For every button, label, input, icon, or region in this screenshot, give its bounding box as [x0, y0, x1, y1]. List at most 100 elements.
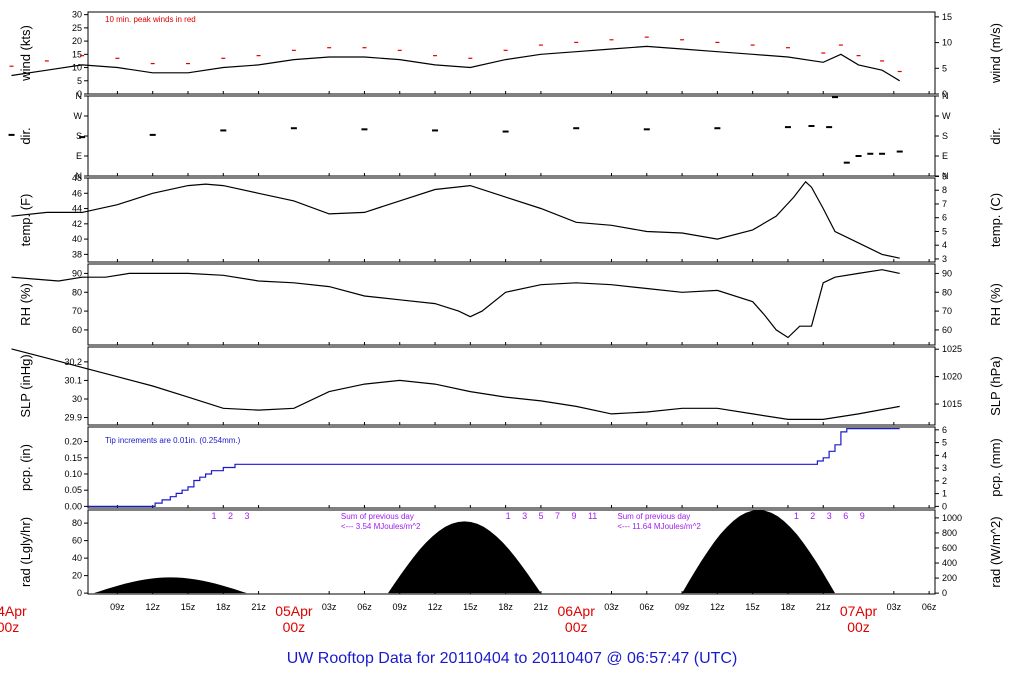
dir-ytick-label-left: N: [76, 91, 83, 101]
pcp-ytick-label-left: 0.10: [64, 469, 82, 479]
rad-ytick-label-right: 1000: [942, 513, 962, 523]
slp-ytick-label-left: 30.1: [64, 375, 82, 385]
rh-ytick-label-right: 70: [942, 306, 952, 316]
wind-ylabel-left: wind (kts): [18, 25, 33, 82]
x-day-label-hour: 00z: [565, 619, 588, 635]
x-tick-label: 15z: [745, 602, 760, 612]
pcp-ytick-label-left: 0.05: [64, 485, 82, 495]
temp-ylabel-left: temp. (F): [18, 194, 33, 247]
pcp-panel-frame: [87, 426, 936, 509]
rad-solar-hours-day3: 6: [843, 511, 848, 521]
pcp-ytick-label-right: 4: [942, 450, 947, 460]
dir-ytick-label-right: E: [942, 151, 948, 161]
rh-ytick-label-left: 80: [72, 287, 82, 297]
temp-ytick-label-right: 5: [942, 226, 947, 236]
wind-ytick-label-left: 20: [72, 36, 82, 46]
pcp-ytick-label-right: 1: [942, 489, 947, 499]
dir-ytick-label-left: E: [76, 151, 82, 161]
temp-ytick-label-left: 48: [72, 173, 82, 183]
x-tick-label: 06z: [640, 602, 655, 612]
dir-point: [896, 150, 903, 153]
wind-ytick-label-left: 0: [77, 89, 82, 99]
temp-ytick-label-left: 46: [72, 188, 82, 198]
wind-series-line: [11, 45, 901, 82]
rad-day-area-1: [93, 577, 247, 594]
wind-ytick-label-left: 25: [72, 23, 82, 33]
x-tick-label: 03z: [604, 602, 619, 612]
dir-point: [502, 130, 509, 133]
rh-ylabel-right: RH (%): [988, 283, 1003, 326]
wind-ytick-label-left: 15: [72, 49, 82, 59]
pcp-ylabel-left: pcp. (in): [18, 444, 33, 491]
dir-panel-frame: [87, 95, 936, 177]
rad-solar-hours-day2: 7: [555, 511, 560, 521]
x-day-label: 05Apr: [275, 603, 313, 619]
dir-ytick-label-right: N: [942, 91, 949, 101]
wind-ytick-label-right: 5: [942, 63, 947, 73]
wind-ytick-label-right: 15: [942, 12, 952, 22]
x-tick-label: 06z: [357, 602, 372, 612]
temp-ytick-label-right: 8: [942, 185, 947, 195]
x-tick-label: 06z: [922, 602, 937, 612]
dir-point: [826, 126, 833, 129]
x-tick-label: 12z: [710, 602, 725, 612]
temp-series-line: [11, 180, 900, 259]
rh-ytick-label-left: 70: [72, 306, 82, 316]
rad-solar-hours-day3: 1: [794, 511, 799, 521]
rh-series-line: [11, 269, 900, 339]
dir-point: [643, 128, 650, 131]
dir-point: [808, 125, 815, 127]
x-tick-label: 21z: [251, 602, 266, 612]
slp-ytick-label-right: 1020: [942, 372, 962, 382]
rh-ytick-label-right: 90: [942, 268, 952, 278]
dir-point: [361, 128, 368, 131]
temp-ytick-label-left: 42: [72, 219, 82, 229]
pcp-annotation: Tip increments are 0.01in. (0.254mm.): [105, 436, 241, 445]
wind-ytick-label-right: 10: [942, 38, 952, 48]
x-tick-label: 18z: [498, 602, 513, 612]
wind-panel-frame: [87, 11, 936, 95]
dir-point: [8, 133, 15, 136]
dir-point: [784, 126, 791, 129]
chart-title: UW Rooftop Data for 20110404 to 20110407…: [286, 650, 738, 667]
x-tick-label: 09z: [110, 602, 125, 612]
rad-solar-hours-day2: 9: [571, 511, 576, 521]
rad-ytick-label-left: 0: [77, 588, 82, 598]
dir-point: [220, 129, 227, 132]
pcp-ytick-label-left: 0.15: [64, 453, 82, 463]
rad-panel-frame: [87, 509, 936, 595]
x-day-label-hour: 00z: [847, 619, 870, 635]
dir-ytick-label-left: N: [76, 171, 83, 181]
rad-ytick-label-right: 0: [942, 588, 947, 598]
x-tick-label: 03z: [887, 602, 902, 612]
wind-ylabel-right: wind (m/s): [988, 23, 1003, 84]
pcp-series-line: [88, 428, 900, 507]
dir-ytick-label-left: S: [76, 131, 82, 141]
slp-panel-frame: [87, 346, 936, 426]
temp-ytick-label-left: 44: [72, 204, 82, 214]
dir-point: [867, 152, 874, 155]
wind-ytick-label-left: 10: [72, 63, 82, 73]
slp-ytick-label-left: 30: [72, 394, 82, 404]
temp-ytick-label-right: 6: [942, 213, 947, 223]
dir-ytick-label-left: W: [74, 111, 83, 121]
rad-solar-hours-day3: 9: [860, 511, 865, 521]
x-tick-label: 09z: [392, 602, 407, 612]
rad-ytick-label-right: 400: [942, 558, 957, 568]
pcp-ytick-label-left: 0.20: [64, 437, 82, 447]
x-tick-label: 09z: [675, 602, 690, 612]
slp-ylabel-left: SLP (inHg): [18, 354, 33, 417]
rad-ytick-label-left: 80: [72, 518, 82, 528]
x-day-label-hour: 00z: [0, 619, 19, 635]
x-tick-label: 21z: [534, 602, 549, 612]
rh-ytick-label-left: 60: [72, 325, 82, 335]
rad-ytick-label-left: 60: [72, 536, 82, 546]
rad-ylabel-left: rad (Lgly/hr): [18, 517, 33, 587]
slp-ytick-label-left: 30.2: [64, 357, 82, 367]
slp-ytick-label-left: 29.9: [64, 413, 82, 423]
dir-ylabel-left: dir.: [18, 127, 33, 144]
pcp-ytick-label-right: 0: [942, 501, 947, 511]
x-tick-label: 18z: [216, 602, 231, 612]
rh-panel-frame: [87, 263, 936, 346]
pcp-ytick-label-right: 5: [942, 438, 947, 448]
